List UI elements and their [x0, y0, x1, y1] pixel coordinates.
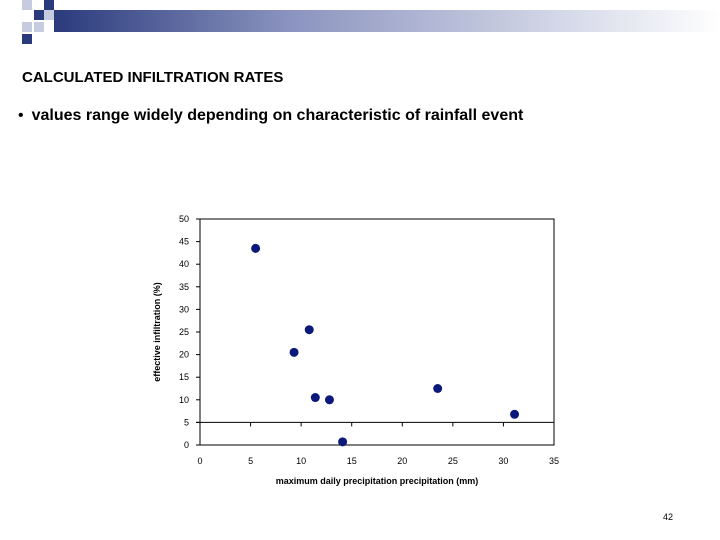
bullet-text: values range widely depending on charact… — [31, 107, 524, 124]
scatter-point — [324, 395, 334, 405]
deco-square-light-2 — [44, 10, 54, 20]
bullet-marker: • — [18, 107, 24, 124]
deco-square-dark-3 — [22, 34, 32, 44]
data-points — [251, 243, 520, 447]
x-axis-ticks: 0 5 10 15 20 25 30 35 — [197, 422, 559, 466]
scatter-point — [338, 437, 348, 447]
slide-title: CALCULATED INFILTRATION RATES — [22, 69, 284, 86]
header-decoration — [22, 0, 720, 44]
deco-square-light-4 — [34, 22, 44, 32]
x-tick-label: 35 — [549, 456, 559, 466]
deco-square-dark-1 — [44, 0, 54, 10]
scatter-point — [304, 325, 314, 335]
y-tick-label: 45 — [179, 237, 189, 247]
page-number: 42 — [663, 512, 674, 522]
y-tick-label: 50 — [179, 214, 189, 224]
y-tick-label: 20 — [179, 350, 189, 360]
y-tick-label: 40 — [179, 259, 189, 269]
x-tick-label: 15 — [347, 456, 357, 466]
y-axis-label: effective infiltration (%) — [152, 282, 162, 382]
scatter-point — [310, 393, 320, 403]
x-tick-label: 30 — [498, 456, 508, 466]
x-tick-label: 0 — [197, 456, 202, 466]
deco-square-dark-2 — [34, 10, 44, 20]
deco-square-light-3 — [22, 22, 32, 32]
x-tick-label: 25 — [448, 456, 458, 466]
bullet-item: • values range widely depending on charac… — [18, 107, 523, 125]
y-tick-label: 30 — [179, 304, 189, 314]
y-tick-label: 0 — [184, 440, 189, 450]
y-axis-ticks: 0 5 10 15 20 25 30 35 40 45 50 — [179, 214, 200, 450]
y-tick-label: 5 — [184, 417, 189, 427]
x-axis-label: maximum daily precipitation precipitatio… — [276, 476, 479, 486]
scatter-point — [510, 409, 520, 419]
x-tick-label: 10 — [296, 456, 306, 466]
deco-square-light-1 — [22, 0, 32, 10]
header-gradient-band — [54, 10, 720, 32]
x-tick-label: 20 — [397, 456, 407, 466]
y-tick-label: 15 — [179, 372, 189, 382]
scatter-point — [251, 243, 261, 253]
y-tick-label: 35 — [179, 282, 189, 292]
x-tick-label: 5 — [248, 456, 253, 466]
y-tick-label: 25 — [179, 327, 189, 337]
scatter-point — [289, 347, 299, 357]
plot-area — [199, 218, 555, 446]
scatter-point — [433, 384, 443, 393]
y-tick-label: 10 — [179, 395, 189, 405]
